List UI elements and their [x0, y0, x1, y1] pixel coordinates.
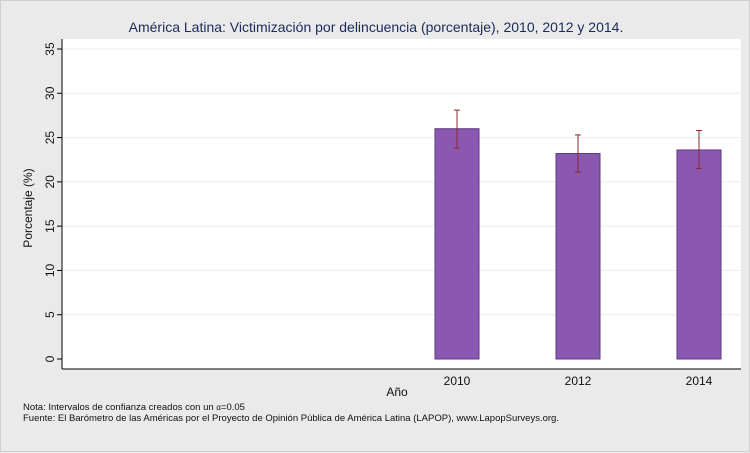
- bar: [676, 149, 722, 360]
- y-tick-label: 25: [43, 131, 57, 145]
- note-confidence-interval: Nota: Intervalos de confianza creados co…: [23, 402, 245, 413]
- axes: 0 5 10 15 20 25 30 35 2010 2012 2014: [43, 39, 741, 388]
- note-source: Fuente: El Barómetro de las Américas por…: [23, 413, 559, 424]
- error-bars: [454, 109, 702, 173]
- bar: [555, 153, 601, 360]
- x-tick-label: 2010: [444, 374, 471, 388]
- note-prefix: Nota: Intervalos de confianza creados co…: [23, 402, 217, 413]
- x-axis-title: Año: [386, 385, 408, 399]
- y-tick-label: 15: [43, 219, 57, 233]
- y-axis-title: Porcentaje (%): [21, 168, 35, 247]
- gridlines: [62, 48, 741, 316]
- note-suffix: =0.05: [220, 402, 245, 413]
- x-tick-label: 2012: [565, 374, 592, 388]
- bars: [434, 128, 722, 360]
- chart-title: América Latina: Victimización por delinc…: [129, 19, 624, 35]
- y-tick-label: 30: [43, 86, 57, 100]
- y-tick-label: 0: [43, 355, 57, 362]
- alpha-symbol: α: [216, 403, 221, 412]
- y-tick-label: 35: [43, 42, 57, 56]
- plot-area: [62, 39, 741, 369]
- x-tick-label: 2014: [686, 374, 713, 388]
- bar: [434, 128, 480, 360]
- y-tick-label: 20: [43, 175, 57, 189]
- y-tick-label: 10: [43, 263, 57, 277]
- y-tick-label: 5: [43, 311, 57, 318]
